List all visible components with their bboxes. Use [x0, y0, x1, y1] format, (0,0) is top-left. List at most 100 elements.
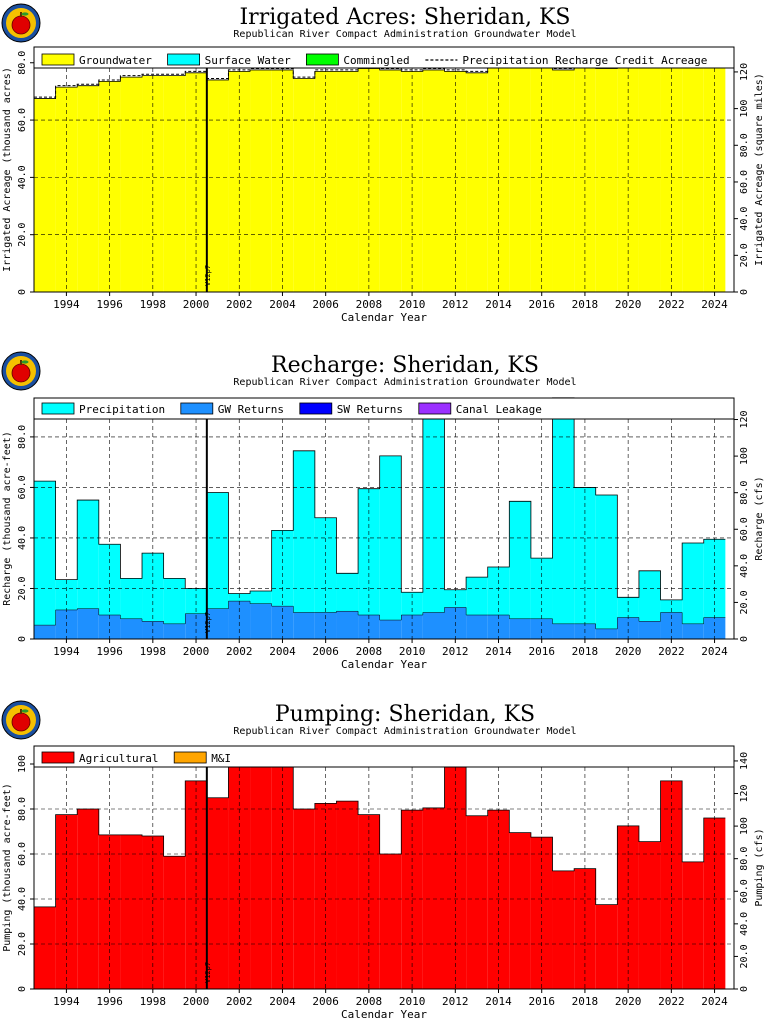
x-tick-label: 1994: [53, 298, 80, 311]
version-marker-label: V12p7: [204, 265, 212, 286]
bar-gw_returns-2020: [617, 617, 639, 639]
y2-tick-label: 0: [739, 289, 750, 295]
bar-gw_returns-2009: [379, 620, 402, 639]
chart-subtitle: Republican River Compact Administration …: [233, 377, 576, 388]
bar-gw_returns-2013: [466, 615, 488, 639]
x-axis: 1994 1996 1998 2000 2002 2004 2006 2008 2010 2012…: [53, 639, 728, 671]
bar-agricultural-2022: [660, 780, 683, 989]
bar-groundwater-2015: [509, 65, 531, 292]
y2-tick-label: 120: [739, 410, 750, 428]
apple-logo-icon: [1, 351, 41, 391]
bar-agricultural-2000: [185, 780, 207, 989]
x-tick-label: 2018: [572, 645, 599, 658]
bar-groundwater-2022: [660, 52, 683, 293]
x-tick-label: 2004: [269, 645, 296, 658]
x-tick-label: 2000: [183, 645, 210, 658]
y-tick-label: 20.0: [17, 932, 28, 956]
legend-box: [33, 46, 735, 69]
y2-tick-label: 20.0: [739, 243, 750, 267]
legend-label: Precipitation: [79, 403, 165, 416]
x-tick-label: 2002: [226, 645, 253, 658]
bar-agricultural-2023: [682, 861, 704, 989]
legend: Agricultural M&I: [33, 745, 735, 768]
legend-label: M&I: [211, 752, 231, 765]
bar-agricultural-1993: [34, 906, 56, 989]
bar-precipitation-2013: [466, 577, 488, 616]
x-tick-label: 2006: [312, 298, 339, 311]
bar-agricultural-2019: [595, 904, 618, 989]
legend-swatch-commingled: [305, 53, 339, 66]
x-tick-label: 2014: [485, 995, 512, 1008]
x-tick-label: 1998: [140, 995, 167, 1008]
bar-groundwater-1993: [34, 98, 56, 292]
x-tick-label: 2014: [485, 645, 512, 658]
bar-gw_returns-2010: [401, 615, 423, 639]
y2-tick-label: 100: [739, 817, 750, 835]
y-tick-label: 0: [17, 636, 28, 642]
x-tick-label: 1996: [96, 995, 123, 1008]
logo-stem: [20, 709, 22, 714]
bar-gw_returns-2016: [530, 618, 553, 639]
x-tick-label: 2000: [183, 995, 210, 1008]
bar-precipitation-2024: [703, 539, 726, 618]
bar-groundwater-2005: [293, 78, 315, 292]
x-axis-label: Calendar Year: [341, 1008, 427, 1021]
y-axis-right: 0 20.0 40.0 60.0 80.0 100 120 Irrigated Acreage…: [734, 63, 765, 295]
x-tick-label: 1998: [140, 298, 167, 311]
bar-gw_returns-2015: [509, 618, 531, 639]
legend-swatch-canal_leakage: [418, 402, 452, 415]
y-tick-label: 60.0: [17, 475, 28, 499]
bar-gw_returns-2017: [552, 623, 575, 639]
bar-precipitation-1995: [77, 500, 99, 609]
bar-gw_returns-1995: [77, 608, 99, 639]
y-tick-label: 40.0: [17, 526, 28, 550]
legend-label: SW Returns: [337, 403, 403, 416]
y2-tick-label: 100: [739, 447, 750, 465]
legend-swatch-gw_returns: [180, 402, 214, 415]
x-tick-label: 2022: [658, 298, 685, 311]
y-tick-label: 40.0: [17, 165, 28, 189]
bar-gw_returns-2014: [487, 615, 510, 639]
x-tick-label: 2016: [528, 298, 555, 311]
bar-groundwater-2017: [552, 69, 575, 292]
y2-tick-label: 40.0: [739, 554, 750, 578]
legend-swatch-sw_returns: [299, 402, 333, 415]
legend-swatch-surface_water: [167, 53, 201, 66]
bar-precipitation-2003: [250, 591, 272, 604]
x-tick-label: 2008: [356, 995, 383, 1008]
y2-tick-label: 0: [739, 986, 750, 992]
x-axis-label: Calendar Year: [341, 311, 427, 324]
bar-agricultural-1995: [77, 809, 99, 989]
y2-axis-label: Recharge (cfs): [754, 476, 765, 560]
bar-groundwater-2019: [595, 68, 618, 292]
bar-precipitation-2020: [617, 597, 639, 618]
x-tick-label: 2010: [399, 298, 426, 311]
legend-label: Surface Water: [205, 54, 291, 67]
bar-precipitation-2017: [552, 397, 575, 624]
y-axis-right: 0 20.0 40.0 60.0 80.0 100 120 140 Pumping (cfs): [734, 752, 765, 992]
bar-agricultural-2017: [552, 870, 575, 989]
legend-swatch-agricultural: [41, 751, 75, 764]
apple-logo-icon: [1, 700, 41, 740]
bar-gw_returns-2023: [682, 623, 704, 639]
bar-precipitation-2022: [660, 599, 683, 613]
bar-precipitation-2005: [293, 450, 315, 613]
bar-precipitation-2009: [379, 455, 402, 621]
x-tick-label: 2012: [442, 645, 469, 658]
bar-agricultural-1998: [142, 836, 164, 989]
x-tick-label: 2018: [572, 298, 599, 311]
y-tick-label: 100: [17, 755, 28, 773]
bar-precipitation-2001: [206, 492, 229, 609]
y2-tick-label: 60.0: [739, 879, 750, 903]
bar-gw_returns-2021: [638, 621, 661, 639]
bar-precipitation-2008: [358, 488, 380, 616]
x-tick-label: 1994: [53, 645, 80, 658]
apple-logo-icon: [1, 3, 41, 43]
precip-credit-line: [34, 50, 726, 98]
x-tick-label: 2022: [658, 645, 685, 658]
y2-tick-label: 120: [739, 784, 750, 802]
legend-swatch-precipitation: [41, 402, 75, 415]
bar-gw_returns-1996: [98, 615, 121, 639]
